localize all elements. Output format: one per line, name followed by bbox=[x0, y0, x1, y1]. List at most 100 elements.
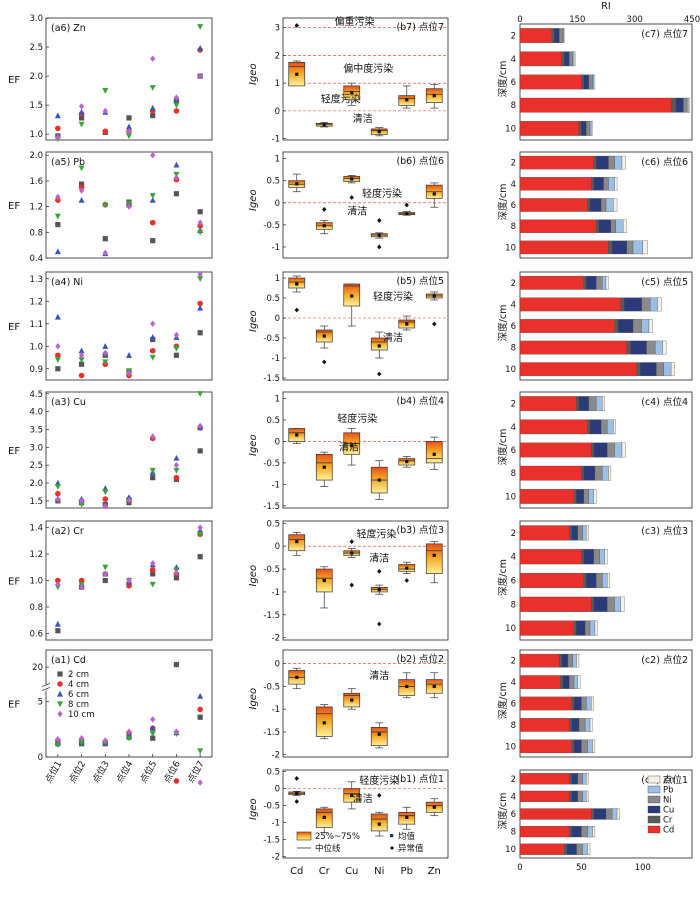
ri-stacked-segment bbox=[560, 675, 564, 689]
igeo-y-tick-label: 0 bbox=[275, 107, 280, 117]
igeo-outlier bbox=[294, 307, 299, 313]
igeo-outlier bbox=[377, 244, 382, 250]
igeo-mean-marker bbox=[350, 698, 354, 702]
ef-y-tick-label: 2.0 bbox=[29, 479, 43, 489]
ri-stacked-segment bbox=[577, 773, 583, 785]
igeo-mean-marker bbox=[377, 732, 381, 736]
ri-stacked-segment bbox=[620, 596, 625, 612]
igeo-y-tick-label: 1 bbox=[275, 79, 280, 89]
ef-point bbox=[102, 503, 108, 510]
ri-legend-swatch bbox=[647, 825, 661, 834]
ri-panel-title: (c5) 点位5 bbox=[641, 276, 688, 288]
ri-stacked-segment bbox=[593, 808, 607, 820]
ef-point bbox=[102, 737, 108, 744]
ef-point bbox=[197, 692, 204, 699]
ef-legend-label: 8 cm bbox=[68, 700, 89, 710]
ri-stacked-segment bbox=[605, 808, 613, 820]
ri-stacked-segment bbox=[519, 97, 672, 113]
igeo-plot-frame bbox=[282, 520, 449, 641]
ri-stacked-segment bbox=[573, 739, 582, 754]
ri-stacked-segment bbox=[592, 739, 596, 754]
ef-point bbox=[149, 354, 156, 361]
igeo-y-tick-label: -1 bbox=[272, 354, 280, 364]
ri-stacked-segment bbox=[572, 51, 575, 67]
ri-stacked-segment bbox=[519, 155, 594, 170]
ef-plot-frame bbox=[45, 391, 213, 509]
ri-depth-tick-label: 8 bbox=[511, 469, 516, 479]
ri-stacked-segment bbox=[613, 419, 616, 435]
ef-point bbox=[102, 236, 108, 242]
igeo-panel: (b2) 点位2 Igeo -2 -1.5 -1 -0.5 0 清洁 bbox=[248, 649, 449, 761]
ri-stacked-segment bbox=[586, 121, 591, 136]
igeo-legend-median-label: 中位线 bbox=[315, 843, 341, 854]
igeo-y-label: Igeo bbox=[248, 565, 259, 587]
ef-point bbox=[102, 359, 109, 366]
ef-y-tick-label: 1.4 bbox=[29, 524, 43, 534]
igeo-mean-marker bbox=[350, 551, 354, 555]
ef-panel-title: (a2) Cr bbox=[51, 526, 84, 537]
ri-stacked-segment bbox=[581, 74, 585, 90]
ri-stacked-segment bbox=[596, 275, 603, 290]
igeo-panel-title: (b2) 点位2 bbox=[396, 653, 444, 665]
ri-stacked-segment bbox=[591, 121, 593, 136]
ri-stacked-segment bbox=[605, 198, 614, 212]
ef-x-tick-label: 点位5 bbox=[137, 759, 159, 786]
ri-stacked-segment bbox=[602, 396, 605, 411]
igeo-class-label: 轻度污染 bbox=[337, 412, 377, 425]
ef-panel: (a2) Cr EF 0.6 0.8 1.0 1.2 1.4 bbox=[8, 520, 213, 641]
ri-stacked-segment bbox=[567, 653, 573, 668]
ri-top-axis: RI 0 150 300 450 bbox=[517, 1, 700, 25]
ri-stacked-segment bbox=[519, 675, 561, 689]
igeo-y-label: Igeo bbox=[248, 798, 259, 820]
ri-stacked-segment bbox=[603, 177, 609, 191]
ef-point bbox=[126, 128, 132, 135]
ef-point bbox=[150, 113, 156, 119]
ri-stacked-segment bbox=[519, 696, 572, 711]
igeo-outlier bbox=[377, 371, 382, 377]
ri-stacked-segment bbox=[591, 808, 594, 820]
ef-point bbox=[173, 661, 180, 668]
ri-panel: (c5) 点位5 深度/cm 2 4 6 8 10 bbox=[497, 271, 693, 381]
ef-point bbox=[55, 193, 61, 201]
igeo-plot-frame bbox=[282, 151, 449, 259]
ef-point bbox=[54, 248, 61, 255]
ef-point bbox=[55, 736, 61, 743]
igeo-class-label: 清洁 bbox=[353, 112, 373, 125]
ri-stacked-segment bbox=[554, 28, 560, 43]
ef-point bbox=[126, 370, 132, 377]
ef-point bbox=[149, 731, 156, 737]
igeo-y-tick-label: -1.5 bbox=[263, 728, 280, 738]
igeo-mean-marker bbox=[432, 294, 436, 298]
igeo-class-label: 偏重污染 bbox=[335, 15, 375, 28]
igeo-legend-box-swatch bbox=[296, 831, 312, 841]
ef-column: (a6) Zn EF 1.0 1.5 2.0 2.5 3.0 (a5) Pb EF 0.4 0.8 1… bbox=[8, 14, 213, 786]
ef-y-tick-label: 1.0 bbox=[29, 130, 43, 140]
igeo-y-label: Igeo bbox=[248, 434, 259, 456]
igeo-outlier bbox=[377, 568, 382, 574]
ef-x-tick-label: 点位1 bbox=[42, 759, 64, 786]
igeo-mean-marker bbox=[350, 444, 354, 448]
ri-stacked-segment bbox=[599, 549, 605, 565]
ef-y-tick-label: 1.1 bbox=[29, 320, 43, 330]
igeo-y-tick-label: 0 bbox=[275, 542, 280, 552]
ri-panel: (c3) 点位3 深度/cm 2 4 6 8 10 bbox=[497, 520, 693, 641]
igeo-outlier bbox=[377, 621, 382, 627]
ri-depth-tick-label: 4 bbox=[511, 300, 516, 310]
ri-stacked-segment bbox=[572, 653, 577, 668]
ef-point bbox=[55, 133, 61, 141]
igeo-y-tick-label: -0.5 bbox=[263, 459, 280, 469]
ri-legend-label: Zn bbox=[663, 776, 674, 786]
ef-y-tick-label: 1.6 bbox=[29, 177, 43, 187]
igeo-mean-marker bbox=[405, 566, 409, 570]
ef-point bbox=[78, 184, 85, 191]
ef-y-tick-label: 1.2 bbox=[29, 203, 43, 213]
ef-point bbox=[173, 352, 180, 358]
igeo-mean-marker bbox=[350, 793, 354, 797]
ef-point bbox=[197, 554, 203, 560]
ri-stacked-segment bbox=[616, 808, 620, 820]
ef-y-label: EF bbox=[8, 322, 20, 333]
igeo-box bbox=[425, 543, 443, 574]
ef-y-tick-label: 1.0 bbox=[29, 577, 43, 587]
